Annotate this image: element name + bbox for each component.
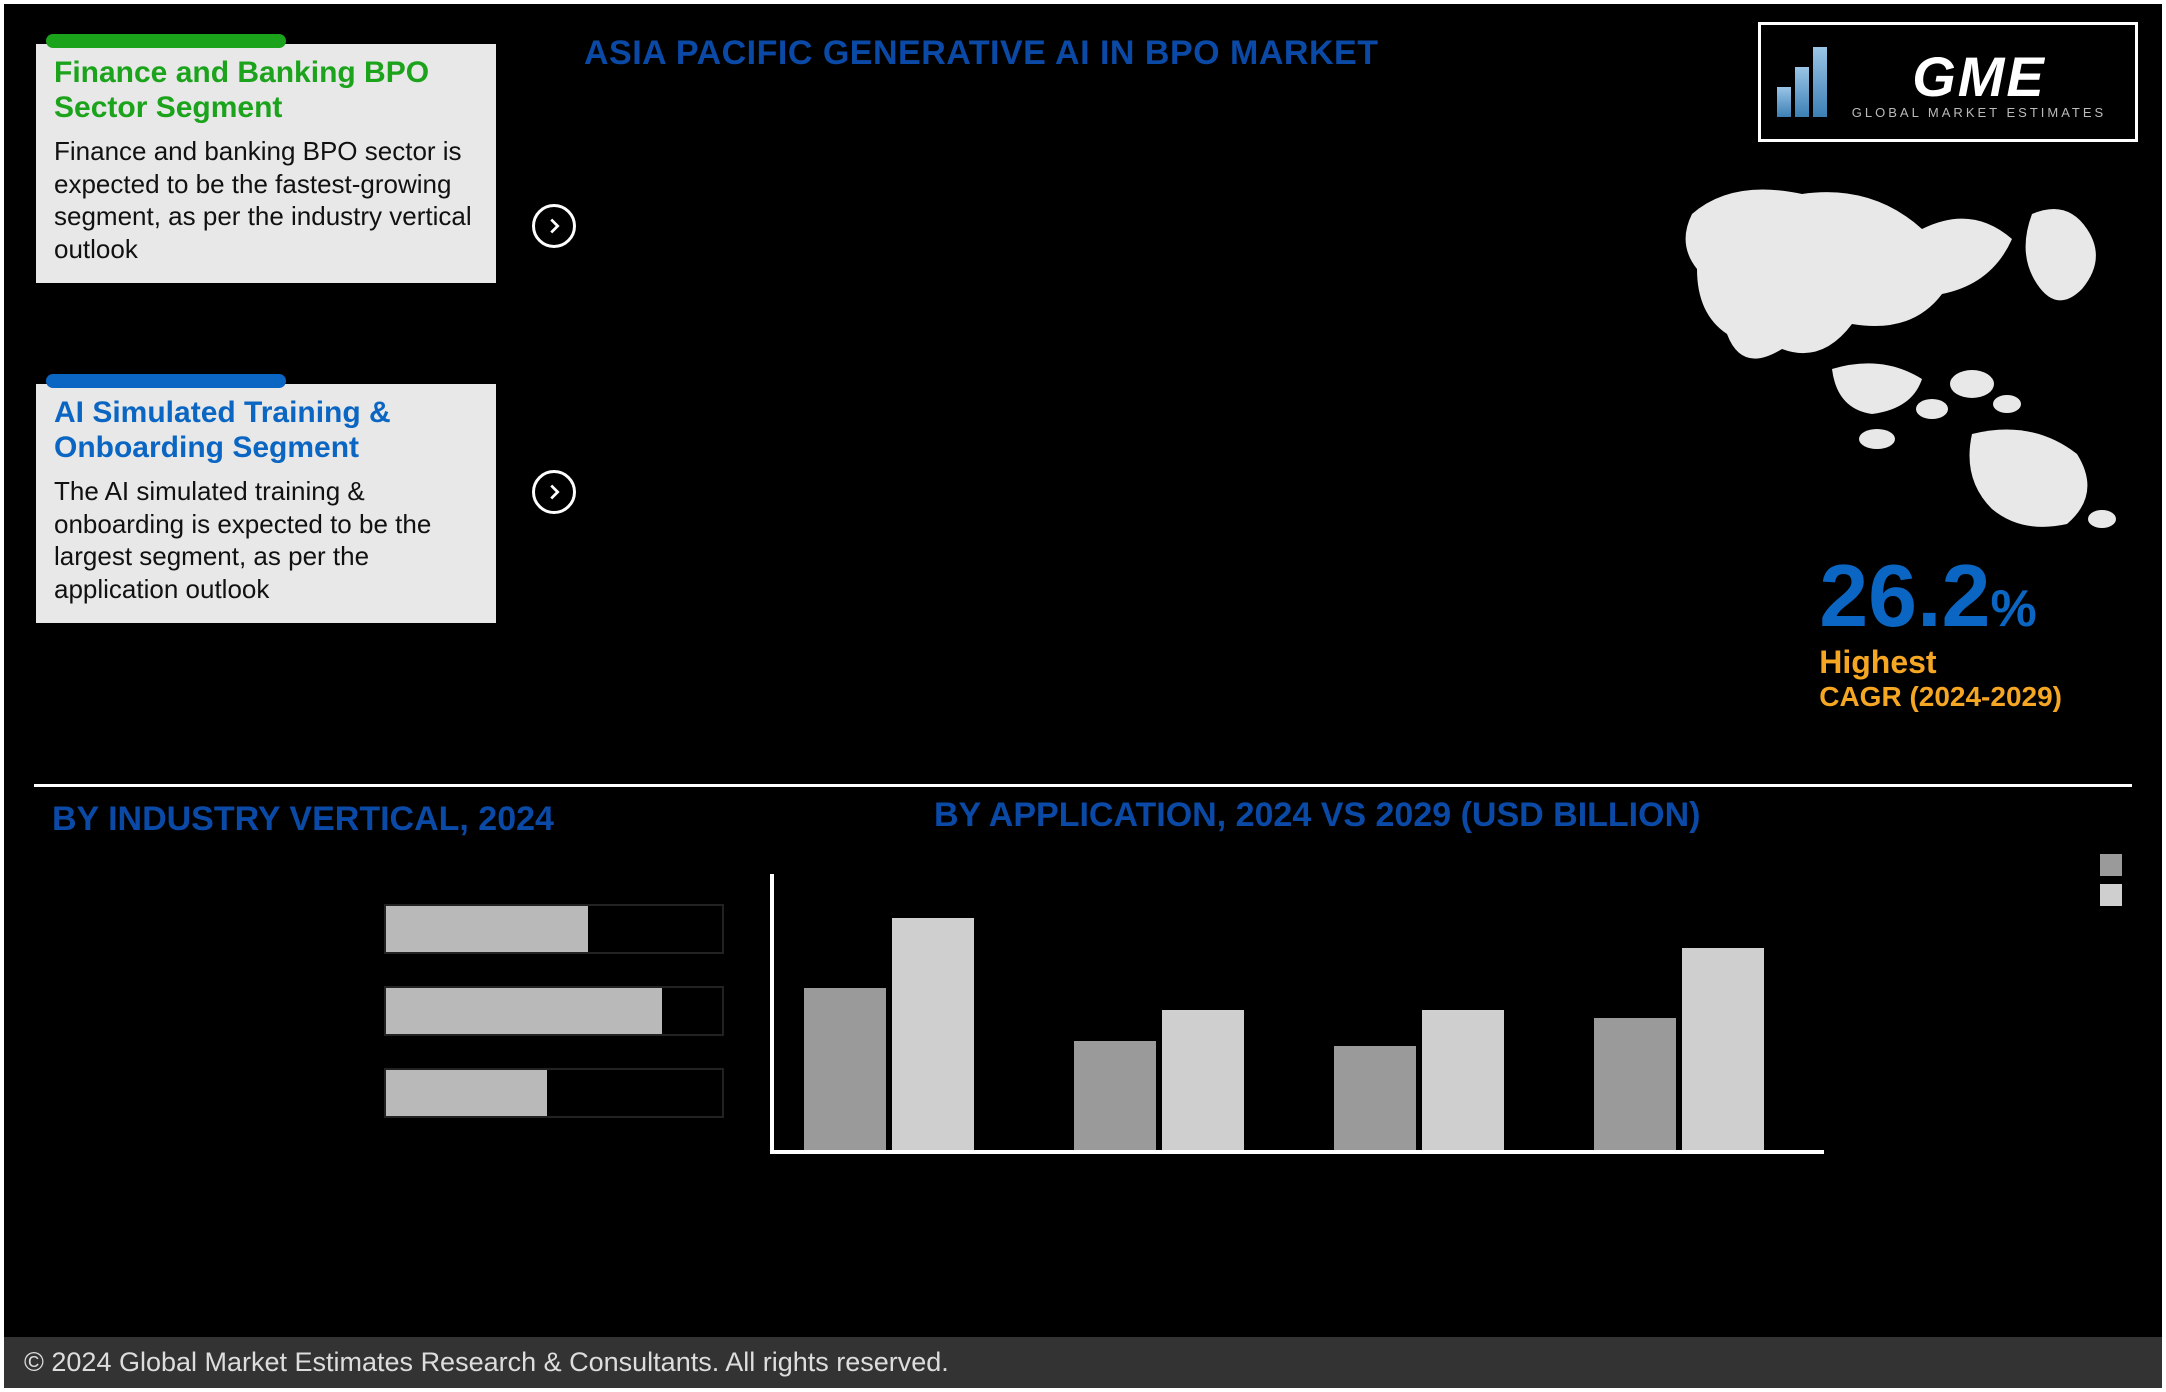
- card-body: Finance and banking BPO sector is expect…: [54, 135, 478, 265]
- card-title: AI Simulated Training & Onboarding Segme…: [54, 396, 478, 465]
- legend-item: [2100, 854, 2122, 876]
- application-bar-group: [1334, 1010, 1504, 1150]
- industry-bar-row: [384, 904, 724, 954]
- bar-2024: [1594, 1018, 1676, 1150]
- logo: GME GLOBAL MARKET ESTIMATES: [1758, 22, 2138, 142]
- card-accent-bar: [46, 34, 286, 48]
- industry-bar-fill: [386, 988, 662, 1034]
- cagr-label-2: CAGR (2024-2029): [1819, 681, 2062, 713]
- bar-2029: [1682, 948, 1764, 1150]
- application-bar-group: [1074, 1010, 1244, 1150]
- application-chart: [774, 874, 1794, 1154]
- logo-bars-icon: [1777, 47, 1827, 117]
- chart-title-application: BY APPLICATION, 2024 VS 2029 (USD BILLIO…: [934, 796, 1700, 835]
- bar-2029: [1162, 1010, 1244, 1150]
- industry-bar-row: [384, 1068, 724, 1118]
- bar-2029: [1422, 1010, 1504, 1150]
- page-title: ASIA PACIFIC GENERATIVE AI IN BPO MARKET: [584, 34, 1378, 73]
- cagr-unit: %: [1991, 580, 2037, 638]
- logo-brand: GME: [1839, 44, 2119, 109]
- card-training: AI Simulated Training & Onboarding Segme…: [36, 384, 496, 623]
- chart-legend: [2100, 854, 2122, 914]
- industry-bar-fill: [386, 906, 588, 952]
- industry-bar-fill: [386, 1070, 547, 1116]
- chevron-right-icon: [532, 470, 576, 514]
- industry-vertical-chart: [384, 904, 724, 1150]
- bar-2024: [1334, 1046, 1416, 1150]
- card-title: Finance and Banking BPO Sector Segment: [54, 56, 478, 125]
- infographic-frame: ASIA PACIFIC GENERATIVE AI IN BPO MARKET…: [0, 0, 2166, 1392]
- legend-swatch: [2100, 884, 2122, 906]
- bar-2024: [1074, 1041, 1156, 1150]
- x-axis: [774, 1150, 1824, 1154]
- section-divider: [34, 784, 2132, 787]
- industry-bar-row: [384, 986, 724, 1036]
- cagr-label-1: Highest: [1819, 644, 2062, 681]
- copyright-footer: © 2024 Global Market Estimates Research …: [4, 1337, 2162, 1388]
- chart-title-industry: BY INDUSTRY VERTICAL, 2024: [52, 800, 554, 839]
- card-finance: Finance and Banking BPO Sector Segment F…: [36, 44, 496, 283]
- application-bar-group: [1594, 948, 1764, 1150]
- card-body: The AI simulated training & onboarding i…: [54, 475, 478, 605]
- bar-2029: [892, 918, 974, 1150]
- asia-pacific-map-icon: [1672, 174, 2122, 534]
- legend-item: [2100, 884, 2122, 906]
- y-axis: [770, 874, 774, 1154]
- bar-2024: [804, 988, 886, 1150]
- application-bar-group: [804, 918, 974, 1150]
- chevron-right-icon: [532, 204, 576, 248]
- card-accent-bar: [46, 374, 286, 388]
- logo-subtext: GLOBAL MARKET ESTIMATES: [1839, 105, 2119, 120]
- cagr-block: 26.2% Highest CAGR (2024-2029): [1819, 552, 2062, 713]
- legend-swatch: [2100, 854, 2122, 876]
- cagr-value: 26.2: [1819, 546, 1990, 645]
